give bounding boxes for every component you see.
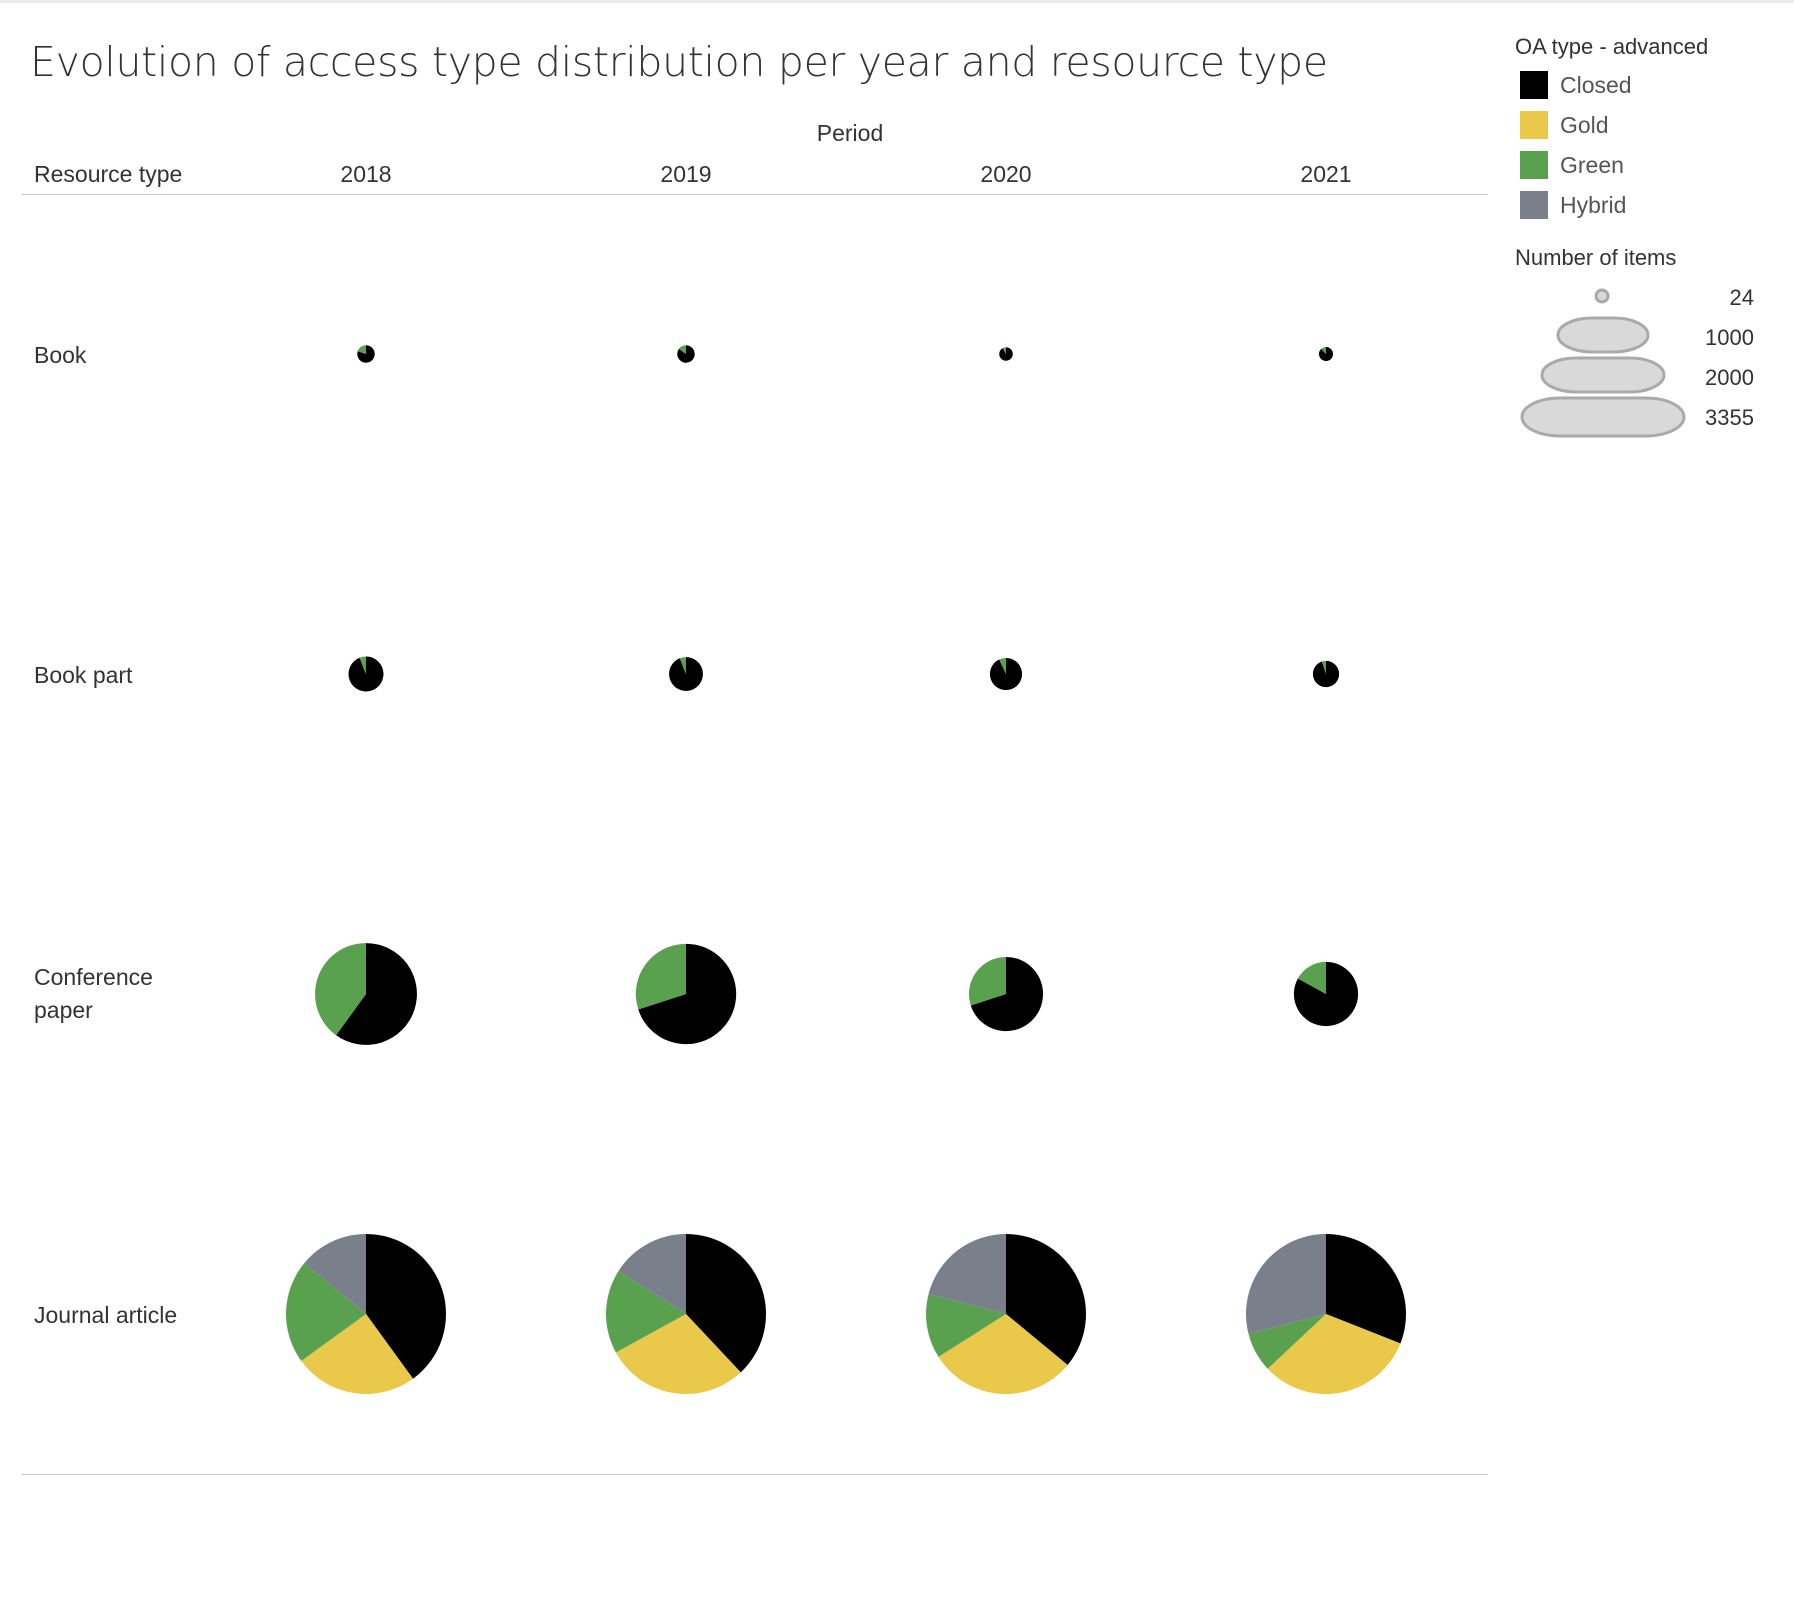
pie-journal-article-2020[interactable] [926, 1234, 1086, 1394]
pie-book-part-2018[interactable] [348, 656, 384, 692]
pie-book-part-2020[interactable] [989, 657, 1023, 691]
pie-slice-green[interactable] [635, 943, 686, 1010]
year-header-2019: 2019 [660, 161, 712, 187]
pie-book-2018[interactable] [357, 345, 375, 363]
row-footer-rule [22, 1474, 206, 1475]
pie-slice-green[interactable] [1321, 660, 1326, 674]
legend-swatch [1520, 151, 1548, 179]
pie-slice-hybrid[interactable] [1246, 1234, 1326, 1334]
pie-slice-closed[interactable] [336, 943, 417, 1045]
period-header: Period [816, 120, 884, 146]
pie-conference-paper-2021[interactable] [1293, 961, 1359, 1027]
pie-slice-gold[interactable] [938, 1314, 1068, 1394]
row-header-rule [22, 194, 206, 195]
header-rule [206, 194, 1488, 195]
pie-slice-closed[interactable] [348, 656, 384, 692]
size-legend-label-2000: 2000 [1705, 365, 1754, 390]
legend-item-closed[interactable]: Closed [1520, 71, 1632, 99]
pie-slice-green[interactable] [315, 943, 366, 1036]
pie-slice-closed[interactable] [669, 657, 703, 691]
pie-journal-article-2019[interactable] [606, 1234, 766, 1394]
pie-slice-closed[interactable] [999, 347, 1013, 361]
pie-slice-closed[interactable] [989, 657, 1023, 691]
pie-book-part-2019[interactable] [669, 657, 703, 691]
legend-swatch [1520, 71, 1548, 99]
pie-slice-green[interactable] [357, 345, 366, 354]
pie-slice-gold[interactable] [1267, 1314, 1401, 1394]
row-label-book: Book [34, 342, 87, 368]
pie-conference-paper-2020[interactable] [968, 956, 1044, 1032]
size-legend-shapes [1520, 288, 1686, 438]
legend-swatch [1520, 111, 1548, 139]
pie-grid [286, 345, 1406, 1395]
pie-slice-green[interactable] [968, 956, 1006, 1006]
pie-book-part-2021[interactable] [1312, 660, 1340, 688]
pie-slice-gold[interactable] [615, 1314, 741, 1394]
legend-label: Closed [1560, 71, 1632, 98]
size-legend-circle-3355 [1520, 396, 1686, 438]
pie-slice-closed[interactable] [686, 1234, 766, 1373]
pie-slice-closed[interactable] [1006, 1234, 1086, 1365]
year-header-2021: 2021 [1300, 161, 1352, 187]
size-legend-label-24: 24 [1729, 285, 1754, 310]
pie-slice-green[interactable] [286, 1263, 366, 1362]
pie-slice-green[interactable] [359, 656, 366, 674]
pie-slice-green[interactable] [999, 657, 1006, 674]
pie-slice-closed[interactable] [970, 956, 1044, 1032]
legend-title: OA type - advanced [1515, 34, 1709, 59]
legend-item-gold[interactable]: Gold [1520, 111, 1609, 139]
legend-label: Green [1560, 151, 1624, 178]
row-label-book-part: Book part [34, 662, 133, 688]
top-border [0, 0, 1794, 3]
pie-conference-paper-2018[interactable] [315, 943, 417, 1045]
pie-journal-article-2021[interactable] [1246, 1234, 1406, 1394]
pie-slice-gold[interactable] [301, 1314, 414, 1395]
pie-slice-hybrid[interactable] [304, 1234, 366, 1314]
pie-slice-closed[interactable] [366, 1234, 446, 1379]
pie-book-2021[interactable] [1318, 346, 1334, 362]
pie-slice-green[interactable] [1002, 347, 1006, 354]
legend-label: Hybrid [1560, 191, 1627, 218]
year-header-2018: 2018 [340, 161, 392, 187]
chart-title: Evolution of access type distribution pe… [30, 38, 1328, 86]
resource-type-header: Resource type [34, 161, 183, 187]
pie-book-2020[interactable] [999, 347, 1013, 361]
pie-slice-closed[interactable] [1318, 346, 1334, 362]
footer-rule [206, 1474, 1488, 1475]
year-header-2020: 2020 [980, 161, 1032, 187]
size-legend-label-1000: 1000 [1705, 325, 1754, 350]
pie-slice-green[interactable] [1321, 346, 1326, 354]
pie-slice-closed[interactable] [638, 943, 737, 1045]
pie-slice-hybrid[interactable] [618, 1234, 686, 1314]
size-legend-label-3355: 3355 [1705, 405, 1754, 430]
pie-slice-green[interactable] [606, 1271, 686, 1353]
legend-item-hybrid[interactable]: Hybrid [1520, 191, 1626, 219]
pie-slice-closed[interactable] [1326, 1234, 1406, 1344]
pie-slice-green[interactable] [679, 657, 686, 674]
pie-slice-green[interactable] [1297, 961, 1326, 994]
size-legend-circle-2000 [1540, 356, 1666, 394]
legend-label: Gold [1560, 111, 1609, 138]
pie-book-2019[interactable] [677, 345, 695, 363]
pie-conference-paper-2019[interactable] [635, 943, 737, 1045]
pie-journal-article-2018[interactable] [286, 1234, 446, 1395]
row-label-conference-paper: Conference paper [34, 964, 153, 1023]
pie-slice-green[interactable] [678, 345, 686, 354]
size-legend-circle-1000 [1556, 316, 1650, 354]
pie-slice-hybrid[interactable] [928, 1234, 1006, 1314]
row-label-journal-article: Journal article [34, 1302, 178, 1328]
legend-swatch [1520, 191, 1548, 219]
legend-item-green[interactable]: Green [1520, 151, 1624, 179]
pie-slice-green[interactable] [1248, 1314, 1326, 1369]
pie-slice-green[interactable] [926, 1294, 1006, 1357]
size-legend-title: Number of items [1515, 245, 1677, 270]
size-legend-circle-24 [1594, 288, 1610, 304]
